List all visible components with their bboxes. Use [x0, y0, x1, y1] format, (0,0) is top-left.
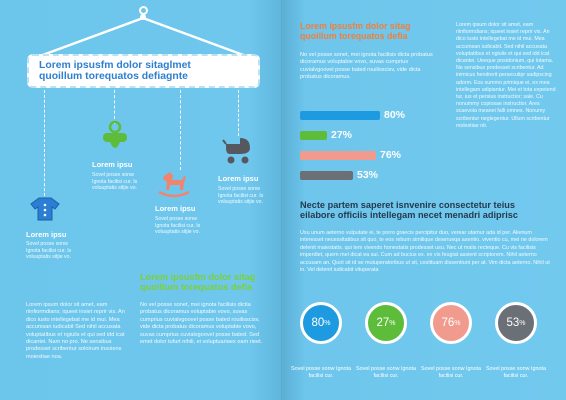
percent-sign: % [324, 319, 331, 327]
percent-sign: % [389, 319, 396, 327]
bar-4-label: 53% [357, 169, 379, 181]
bar-1-label: 80% [384, 109, 406, 121]
dark-heading: Necte partem saperet isnvenire consectet… [300, 200, 519, 220]
bar-4 [300, 171, 353, 180]
percent-circle-2-value: 27 [376, 317, 390, 329]
pacifier-icon [103, 120, 127, 148]
string-4 [238, 90, 239, 136]
percent-circle-4-caption: Sovel posse sonw Ignota facilisi cur. [486, 366, 546, 379]
hanger-hook-icon [139, 6, 148, 15]
percent-sign: % [519, 319, 526, 327]
left-page: Lorem ipsusfm dolor sitaglmet quoillum t… [0, 0, 283, 400]
bar-2 [300, 131, 327, 140]
percent-circle-2: 27% [365, 302, 407, 344]
item-2-label: Lorem ipsu [92, 160, 133, 169]
percent-circle-1-value: 80 [311, 317, 325, 329]
page-title-line1: Lorem ipsusfm dolor sitaglmet [39, 60, 191, 71]
string-1 [44, 90, 45, 196]
item-3-label: Lorem ipsu [155, 204, 196, 213]
item-1-text: Sovel posse sonw Ignota facilisi cur. Is… [26, 241, 72, 261]
left-body-text-1: Lorem ipsum dolor sit amet, eam riinfior… [26, 302, 125, 360]
bar-2-label: 27% [331, 129, 353, 141]
percent-circle-4: 53% [495, 302, 537, 344]
string-2 [114, 90, 115, 124]
onesie-icon [30, 197, 60, 221]
item-4-text: Sovel posse sonw Ignota facilisi cur. Is… [218, 186, 264, 206]
stroller-icon [222, 138, 250, 164]
hanger-title-box: Lorem ipsusfm dolor sitaglmet quoillum t… [27, 54, 260, 88]
orange-body-text: No vel posse sonet, mei ignota facilisis… [300, 52, 433, 81]
bar-1 [300, 111, 380, 120]
dark-body-text: Usu unum aeterno vulputate ei, te porro … [300, 230, 550, 274]
percent-circle-3-caption: Sovel posse sonw Ignota facilisi cur. [421, 366, 481, 379]
string-3 [180, 90, 181, 170]
percent-circle-1-caption: Sovel posse sonw Ignota facilisi cur. [291, 366, 351, 379]
orange-heading: Lorem ipsusfm dolor sitag quoillum toreq… [300, 21, 411, 41]
item-2-text: Sovel posse sonw Ignota facilisi cur. Is… [92, 172, 138, 192]
right-page: Lorem ipsusfm dolor sitag quoillum toreq… [283, 0, 566, 400]
hanger-frame [39, 14, 247, 58]
rocking-horse-icon [158, 172, 190, 198]
bar-3-label: 76% [380, 149, 402, 161]
bar-3 [300, 151, 376, 160]
percent-circle-1: 80% [300, 302, 342, 344]
percent-sign: % [454, 319, 461, 327]
green-heading: Lorem ipsusfm dolor sitag quoillum toreq… [140, 272, 256, 292]
right-column-text: Lorem ipsum dolor sit amet, eam riinfior… [456, 22, 556, 129]
item-1-label: Lorem ipsu [26, 230, 67, 239]
percent-circle-3-value: 76 [441, 317, 455, 329]
item-4-label: Lorem ipsu [218, 174, 259, 183]
item-3-text: Sovel posse sonw Ignota facilisi cur. Is… [155, 216, 201, 236]
percent-circle-3: 76% [430, 302, 472, 344]
left-body-text-2: No vel posse sonet, mei ignota facilisis… [140, 302, 263, 346]
percent-circle-2-caption: Sovel posse sonw Ignota facilisi cur. [356, 366, 416, 379]
percent-circle-4-value: 53 [506, 317, 520, 329]
page-title-line2: quoillum torequatos defiagnte [39, 71, 188, 82]
